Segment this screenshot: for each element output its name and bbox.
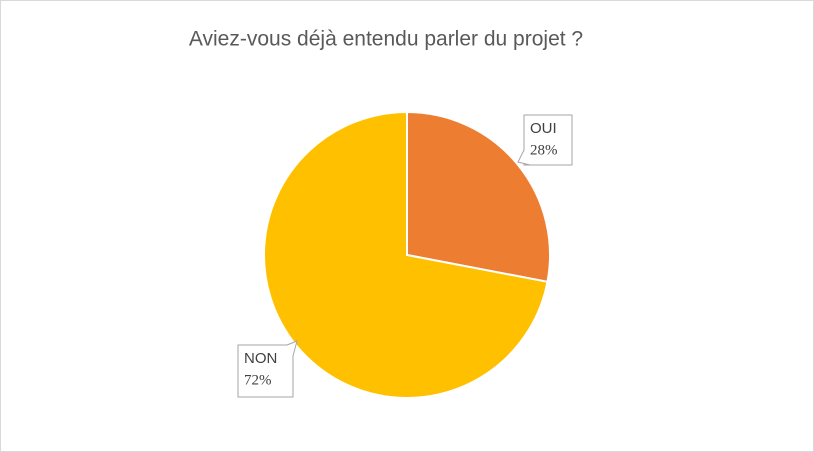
callout-box — [523, 114, 573, 166]
callout-pointer — [517, 149, 531, 166]
pie-slice — [263, 110, 549, 399]
callout-pointer — [286, 340, 298, 357]
data-label-value: 28% — [530, 142, 558, 158]
callout-box — [237, 344, 294, 398]
data-label-category: OUI — [530, 120, 557, 137]
pie-slice — [406, 110, 551, 283]
chart-title: Aviez-vous déjà entendu parler du projet… — [189, 28, 583, 51]
data-label-value: 72% — [244, 372, 272, 388]
data-label-category: NON — [244, 350, 277, 367]
